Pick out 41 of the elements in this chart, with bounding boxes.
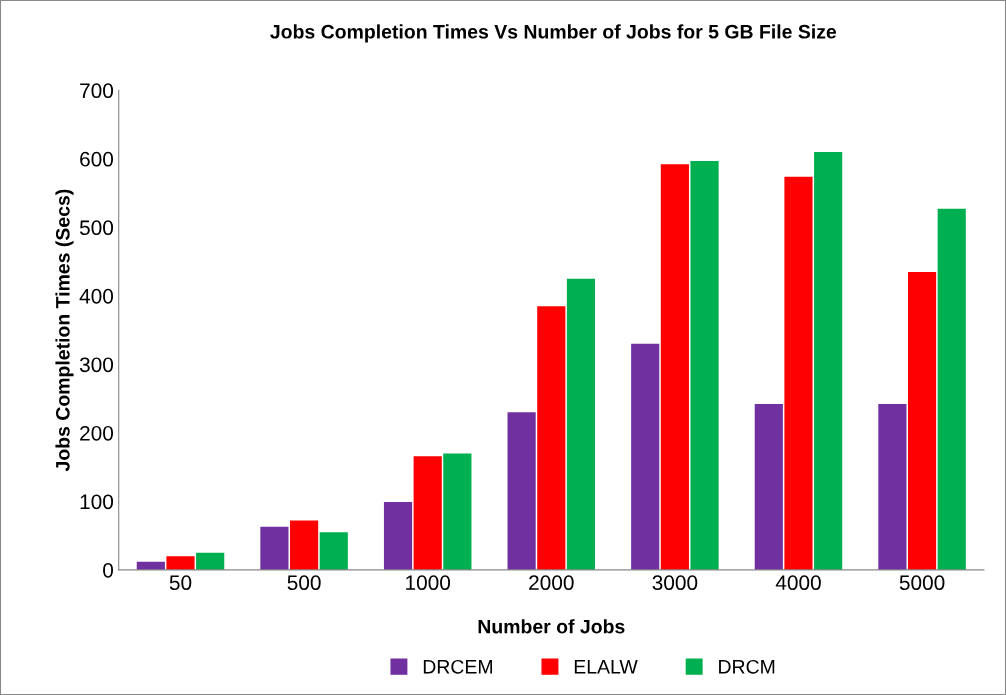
bar (507, 412, 536, 570)
bar (937, 208, 966, 570)
bar (383, 502, 413, 570)
y-tick-label: 300 (79, 357, 114, 373)
chart-title: Jobs Completion Times Vs Number of Jobs for 5 GB File Size (270, 24, 837, 43)
bar (537, 306, 566, 570)
x-tick-label: 2000 (529, 575, 574, 591)
bar (290, 520, 319, 570)
y-tick-label: 700 (80, 83, 114, 99)
bar (631, 343, 660, 570)
y-axis-title: Jobs Completion Times (Secs) (55, 189, 74, 472)
bar (690, 160, 719, 570)
bar (319, 532, 348, 570)
y-tick-label: 100 (80, 494, 114, 510)
y-tick-label: 200 (80, 425, 114, 441)
bar (566, 278, 596, 570)
bar (166, 556, 195, 570)
bar (443, 453, 472, 570)
bar (260, 526, 289, 570)
x-tick-label: 4000 (775, 575, 821, 591)
bar (660, 164, 689, 570)
bar (413, 456, 442, 570)
x-tick-label: 500 (287, 575, 321, 591)
x-tick-label: 3000 (652, 575, 698, 591)
bar (907, 271, 937, 570)
legend-label: DRCM (719, 659, 775, 674)
x-axis-title: Number of Jobs (478, 619, 625, 634)
legend-label: ELALW (574, 660, 638, 674)
bar (878, 404, 907, 570)
bar (196, 552, 225, 570)
bar (814, 152, 843, 570)
x-tick-label: 1000 (406, 575, 451, 591)
legend-label: DRCEM (423, 659, 492, 674)
y-tick-label: 400 (79, 288, 114, 304)
y-tick-label: 600 (80, 151, 114, 167)
x-tick-label: 5000 (899, 575, 945, 591)
bar (784, 176, 813, 570)
y-tick-label: 500 (79, 220, 114, 236)
bar (754, 404, 783, 570)
x-tick-label: 50 (169, 575, 192, 591)
y-tick-label: 0 (103, 562, 114, 578)
